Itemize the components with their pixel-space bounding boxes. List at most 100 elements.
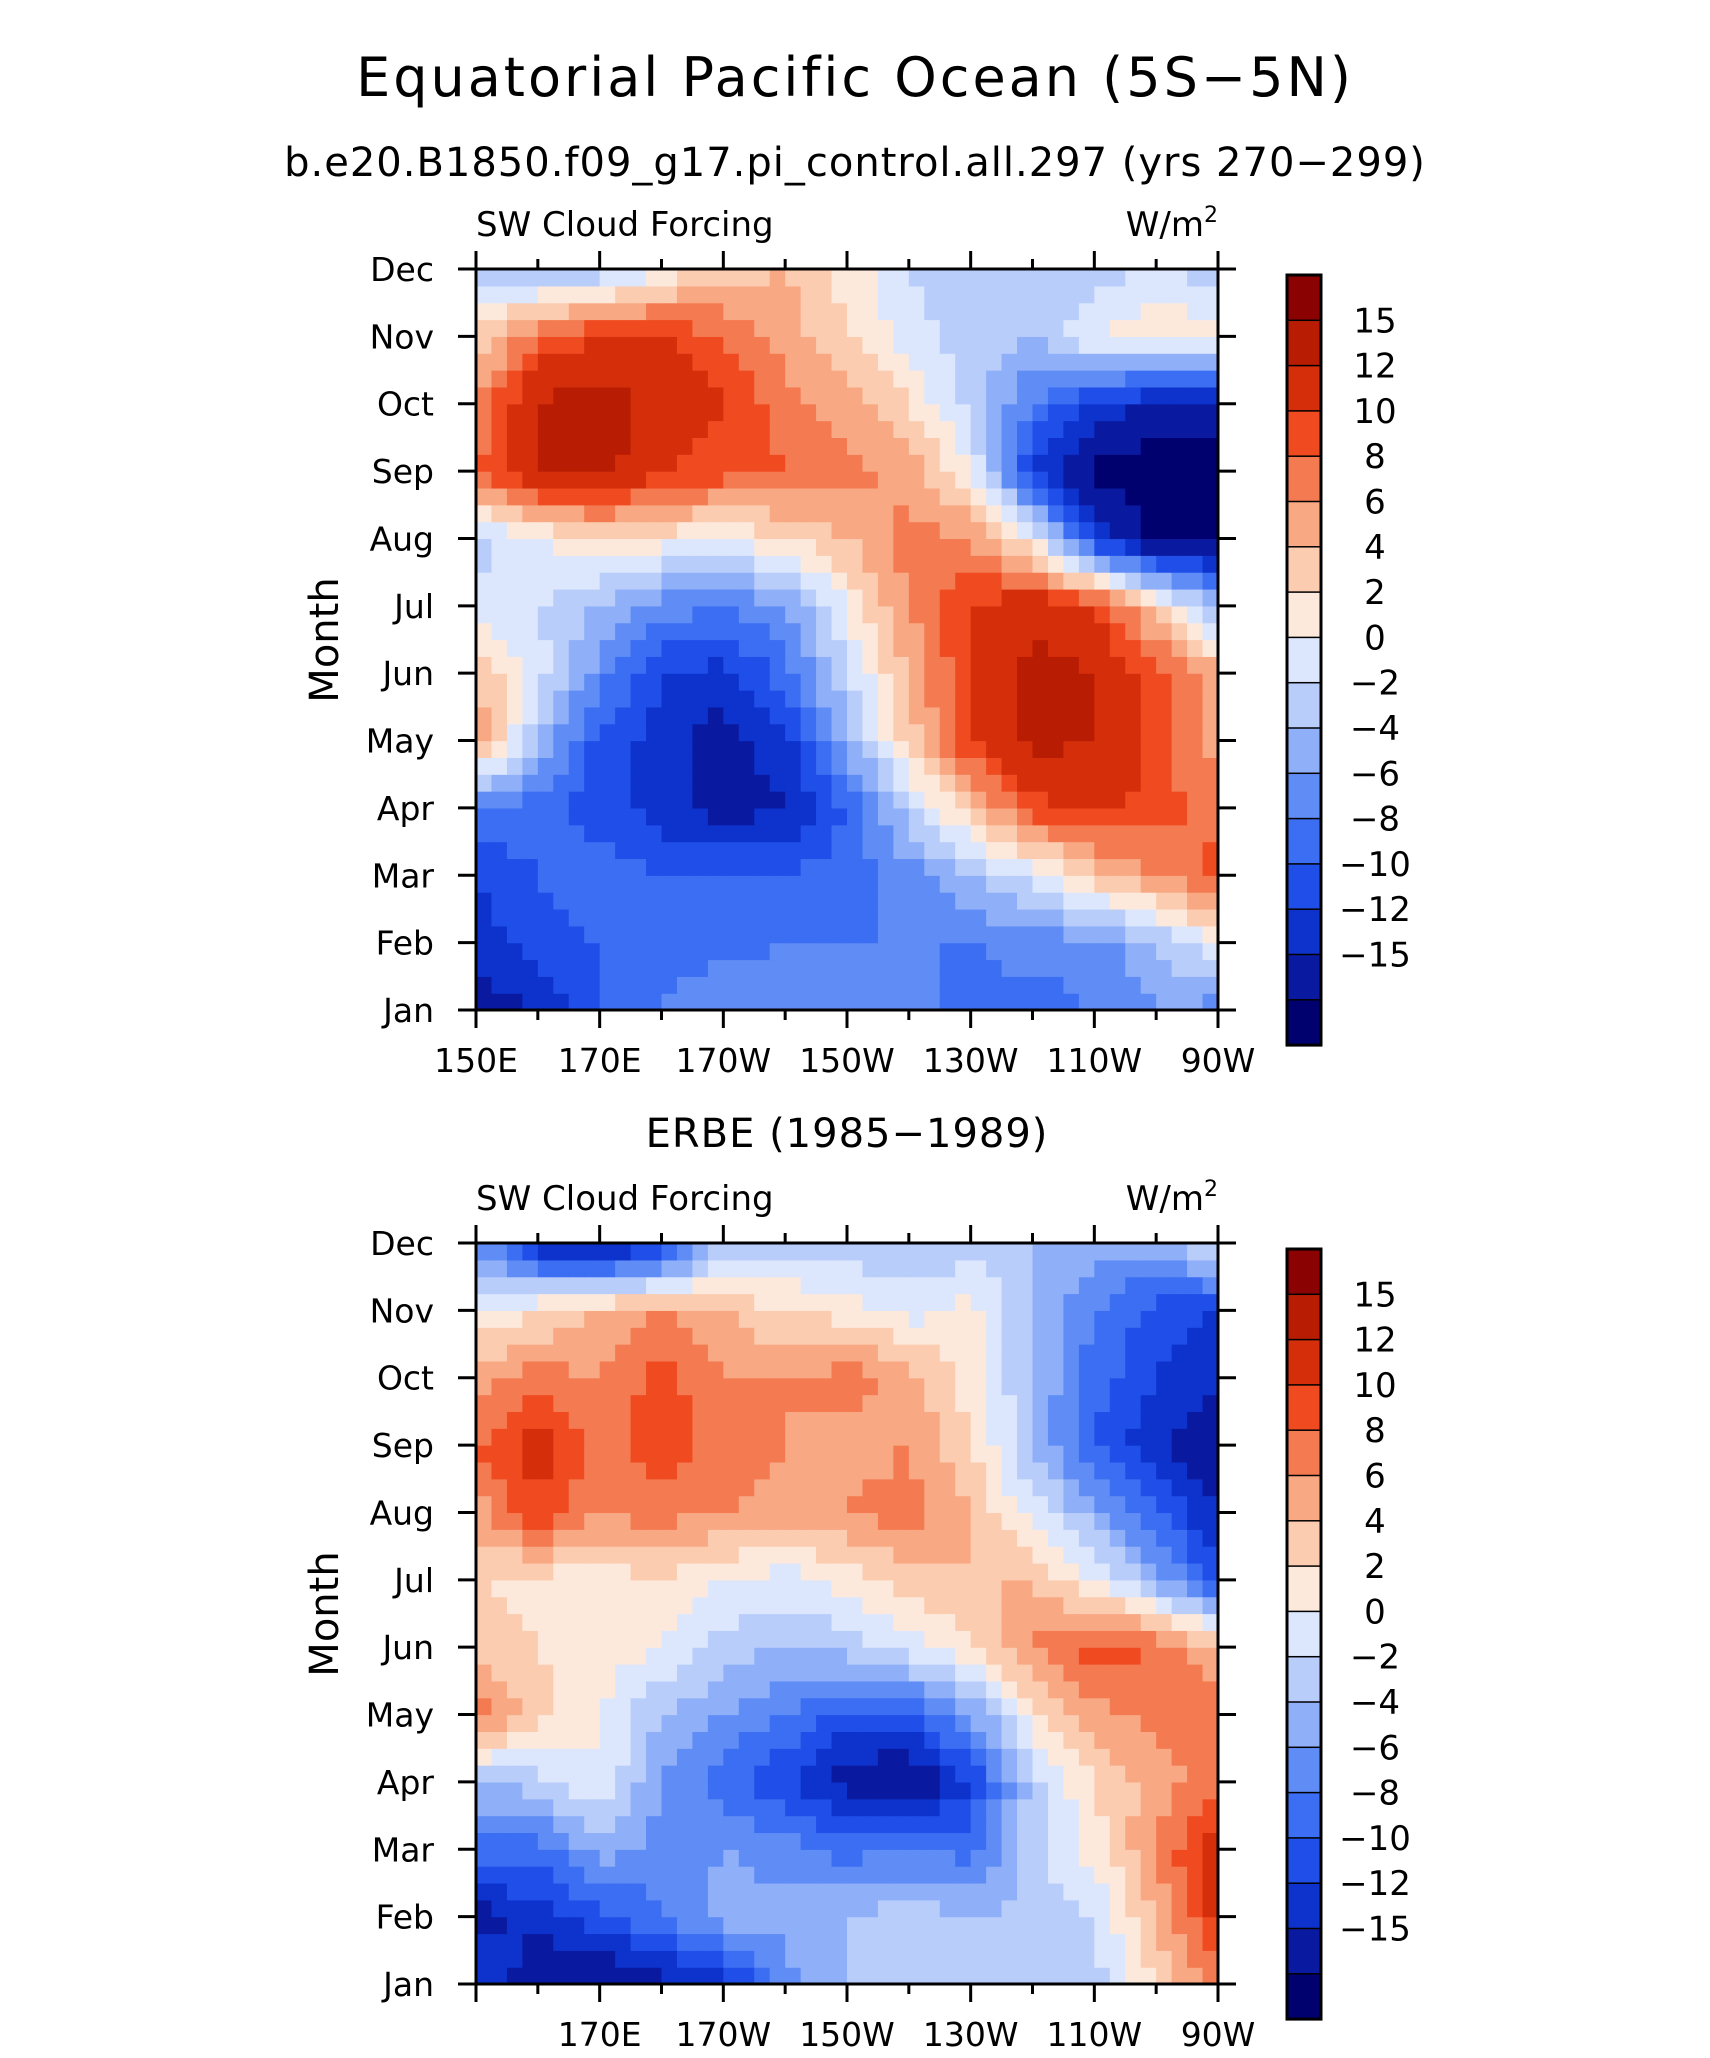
heatmap-cell	[1202, 1731, 1218, 1749]
heatmap-cell	[584, 1562, 601, 1581]
heatmap-cell	[738, 1765, 755, 1783]
heatmap-cell	[707, 302, 724, 321]
heatmap-cell	[1202, 1562, 1218, 1581]
heatmap-cell	[491, 336, 508, 354]
heatmap-cell	[1125, 1630, 1142, 1648]
heatmap-cell	[661, 1360, 678, 1379]
heatmap-cell	[893, 1899, 910, 1918]
heatmap-cell	[1202, 1276, 1218, 1295]
heatmap-cell	[584, 1276, 601, 1295]
heatmap-cell	[615, 471, 632, 489]
heatmap-cell	[630, 740, 647, 758]
heatmap-cell	[816, 791, 833, 809]
heatmap-cell	[986, 1546, 1003, 1564]
heatmap-cell	[1094, 723, 1111, 742]
heatmap-cell	[584, 572, 601, 590]
heatmap-cell	[785, 925, 802, 944]
colorbar-swatch	[1286, 546, 1322, 594]
heatmap-cell	[537, 1411, 554, 1429]
heatmap-cell	[1171, 673, 1188, 691]
heatmap-cell	[1140, 285, 1157, 304]
heatmap-cell	[1140, 1916, 1157, 1935]
heatmap-cell	[939, 319, 956, 337]
heatmap-cell	[630, 269, 647, 287]
heatmap-cell	[1047, 403, 1065, 422]
heatmap-cell	[568, 1495, 585, 1514]
heatmap-cell	[1063, 1461, 1080, 1480]
heatmap-cell	[522, 1411, 539, 1429]
heatmap-cell	[707, 622, 724, 641]
heatmap-cell	[692, 690, 709, 708]
heatmap-cell	[661, 1748, 678, 1766]
heatmap-cell	[800, 588, 817, 607]
heatmap-cell	[646, 1882, 663, 1901]
heatmap-cell	[1125, 1748, 1142, 1766]
heatmap-cell	[1171, 1798, 1188, 1817]
heatmap-cell	[1078, 1259, 1095, 1278]
heatmap-cell	[661, 269, 678, 287]
heatmap-cell	[599, 471, 616, 489]
heatmap-cell	[661, 1377, 678, 1396]
heatmap-cell	[646, 656, 663, 674]
heatmap-cell	[476, 1916, 493, 1935]
heatmap-cell	[769, 1495, 786, 1514]
heatmap-cell	[661, 1933, 678, 1951]
heatmap-cell	[599, 959, 616, 977]
heatmap-cell	[1171, 976, 1188, 994]
heatmap-cell	[1032, 858, 1049, 876]
heatmap-cell	[970, 1596, 987, 1615]
heatmap-cell	[707, 858, 724, 876]
heatmap-cell	[769, 370, 786, 388]
heatmap-cell	[924, 1781, 941, 1800]
heatmap-cell	[769, 1276, 786, 1295]
heatmap-cell	[816, 588, 833, 607]
heatmap-cell	[1140, 572, 1157, 590]
heatmap-cell	[1156, 370, 1173, 388]
heatmap-cell	[630, 690, 647, 708]
heatmap-cell	[800, 690, 817, 708]
heatmap-cell	[970, 1579, 987, 1598]
heatmap-cell	[506, 1344, 523, 1362]
heatmap-cell	[506, 1714, 523, 1732]
heatmap-cell	[908, 1461, 925, 1480]
heatmap-cell	[847, 807, 864, 826]
heatmap-cell	[491, 1916, 508, 1935]
heatmap-cell	[1094, 1394, 1111, 1413]
heatmap-cell	[970, 487, 987, 506]
heatmap-cell	[584, 1680, 601, 1699]
heatmap-cell	[661, 420, 678, 439]
heatmap-cell	[831, 908, 848, 927]
heatmap-cell	[893, 1714, 910, 1732]
heatmap-cell	[862, 1866, 879, 1884]
heatmap-cell	[877, 1344, 894, 1362]
heatmap-cell	[723, 1899, 740, 1918]
heatmap-cell	[1047, 757, 1065, 775]
heatmap-cell	[661, 1714, 678, 1732]
heatmap-cell	[723, 1259, 740, 1278]
heatmap-cell	[1140, 1293, 1157, 1311]
heatmap-cell	[1125, 555, 1142, 573]
heatmap-cell	[1047, 639, 1065, 657]
heatmap-cell	[615, 1866, 632, 1884]
heatmap-cell	[738, 1781, 755, 1800]
heatmap-cell	[1156, 1344, 1173, 1362]
heatmap-cell	[769, 1478, 786, 1497]
colorbar-swatch	[1286, 953, 1322, 1002]
heatmap-cell	[553, 1849, 570, 1867]
heatmap-cell	[1017, 908, 1034, 927]
heatmap-cell	[646, 706, 663, 725]
heatmap-cell	[661, 706, 678, 725]
heatmap-cell	[862, 1849, 879, 1867]
heatmap-cell	[553, 1664, 570, 1682]
heatmap-cell	[707, 1882, 724, 1901]
heatmap-cell	[1078, 622, 1095, 641]
heatmap-cell	[1094, 1243, 1111, 1261]
heatmap-cell	[476, 1714, 493, 1732]
heatmap-cell	[1202, 1967, 1218, 1984]
heatmap-cell	[476, 588, 493, 607]
heatmap-cell	[1063, 370, 1080, 388]
heatmap-cell	[537, 521, 554, 540]
heatmap-cell	[1202, 1664, 1218, 1682]
heatmap-cell	[970, 1243, 987, 1261]
heatmap-cell	[955, 1866, 972, 1884]
